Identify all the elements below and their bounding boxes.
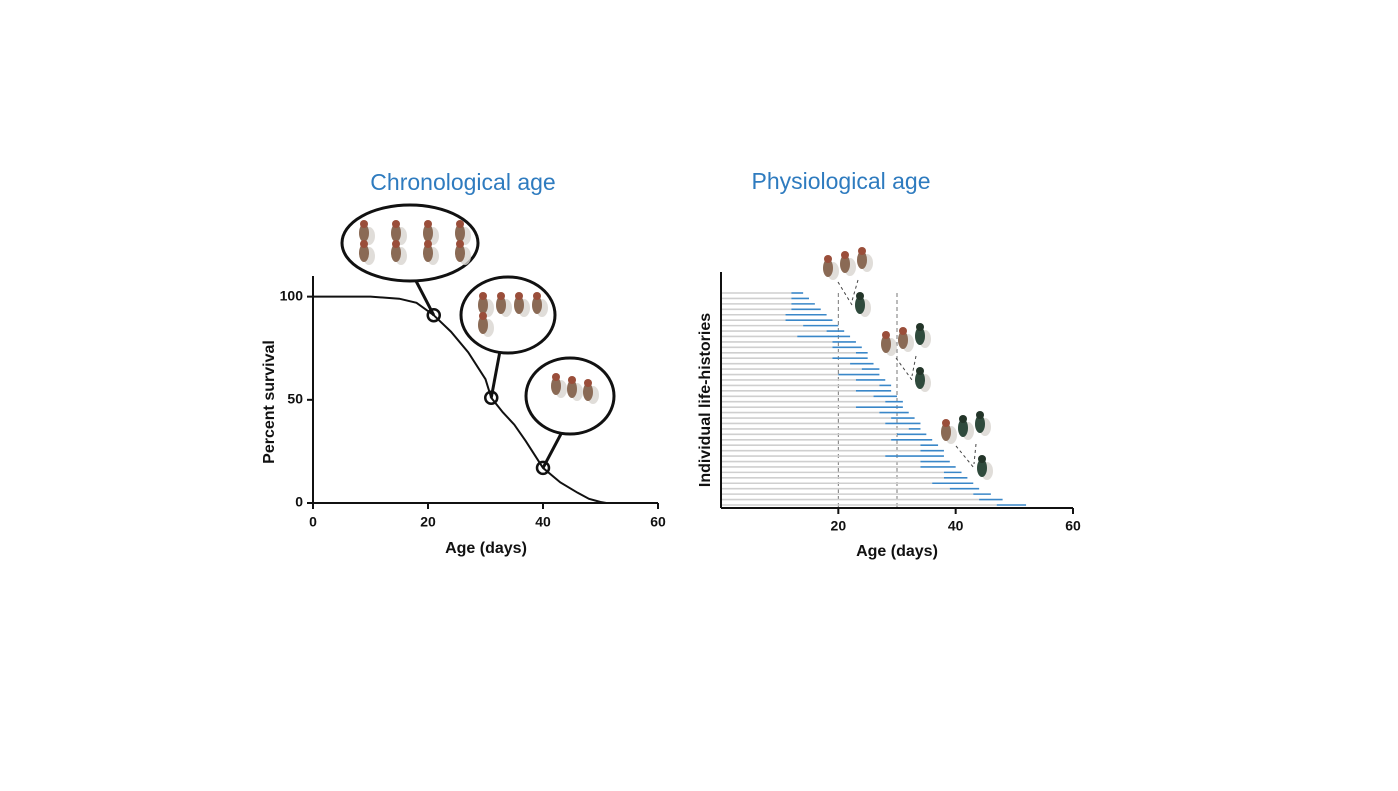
fly-head [882,331,890,339]
fly-head [824,255,832,263]
fly-body [551,377,561,395]
fly-head [552,373,560,381]
fly-head [959,415,967,423]
x-axis-label: Age (days) [856,543,938,560]
fly-head [479,312,487,320]
fly-head [515,292,523,300]
fly-body [478,296,488,314]
fly-body [898,331,908,349]
fly-head [424,220,432,228]
x-tick-label: 40 [535,514,551,530]
highlight-point [426,307,441,323]
x-tick-label: 60 [650,514,666,530]
fly-head [456,240,464,248]
x-axis-label: Age (days) [445,540,527,557]
fly-head [392,220,400,228]
y-axis-label: Percent survival [261,340,278,464]
fly-body [840,255,850,273]
fly-body [958,419,968,437]
y-axis-label: Individual life-histories [697,313,714,487]
fly-head [568,376,576,384]
x-tick-label: 20 [420,514,436,530]
fly-head [856,292,864,300]
fly-head [424,240,432,248]
fly-body [359,244,369,262]
fly-body [855,296,865,314]
fly-head [360,220,368,228]
y-tick-label: 0 [295,494,303,510]
fly-head [456,220,464,228]
fly-body [514,296,524,314]
y-tick-label: 50 [287,391,303,407]
fly-head [841,251,849,259]
highlight-point [535,460,551,476]
fly-head [533,292,541,300]
fly-head [858,247,866,255]
fly-body [567,380,577,398]
fly-head [916,367,924,375]
fly-head [976,411,984,419]
fly-head [497,292,505,300]
fly-body [455,224,465,242]
fly-body [455,244,465,262]
fly-body [496,296,506,314]
fly-body [423,224,433,242]
survival-line [313,295,607,504]
fly-head [584,379,592,387]
highlight-point [484,390,499,406]
fly-body [915,371,925,389]
fly-body [391,224,401,242]
x-tick-label: 40 [948,518,964,534]
x-tick-label: 20 [831,518,847,534]
fly-head [899,327,907,335]
fly-body [391,244,401,262]
fly-head [360,240,368,248]
dash-link [895,355,917,381]
callout-leader [489,350,502,399]
fly-head [479,292,487,300]
fly-head [916,323,924,331]
fly-body [359,224,369,242]
x-tick-label: 0 [309,514,317,530]
fly-body [975,415,985,433]
chart-title: Physiological age [751,168,930,194]
fly-body [423,244,433,262]
x-tick-label: 60 [1065,518,1081,534]
fly-head [392,240,400,248]
chart-title: Chronological age [370,169,555,195]
fly-body [583,383,593,401]
dash-link [955,443,977,469]
fly-body [823,259,833,277]
fly-body [881,335,891,353]
callout [340,203,480,283]
fly-body [941,423,951,441]
fly-head [942,419,950,427]
fly-body [857,251,867,269]
fly-body [478,316,488,334]
y-tick-label: 100 [280,287,304,303]
fly-head [978,455,986,463]
fly-body [915,327,925,345]
dash-link [837,279,859,306]
fly-body [532,296,542,314]
fly-body [977,459,987,477]
